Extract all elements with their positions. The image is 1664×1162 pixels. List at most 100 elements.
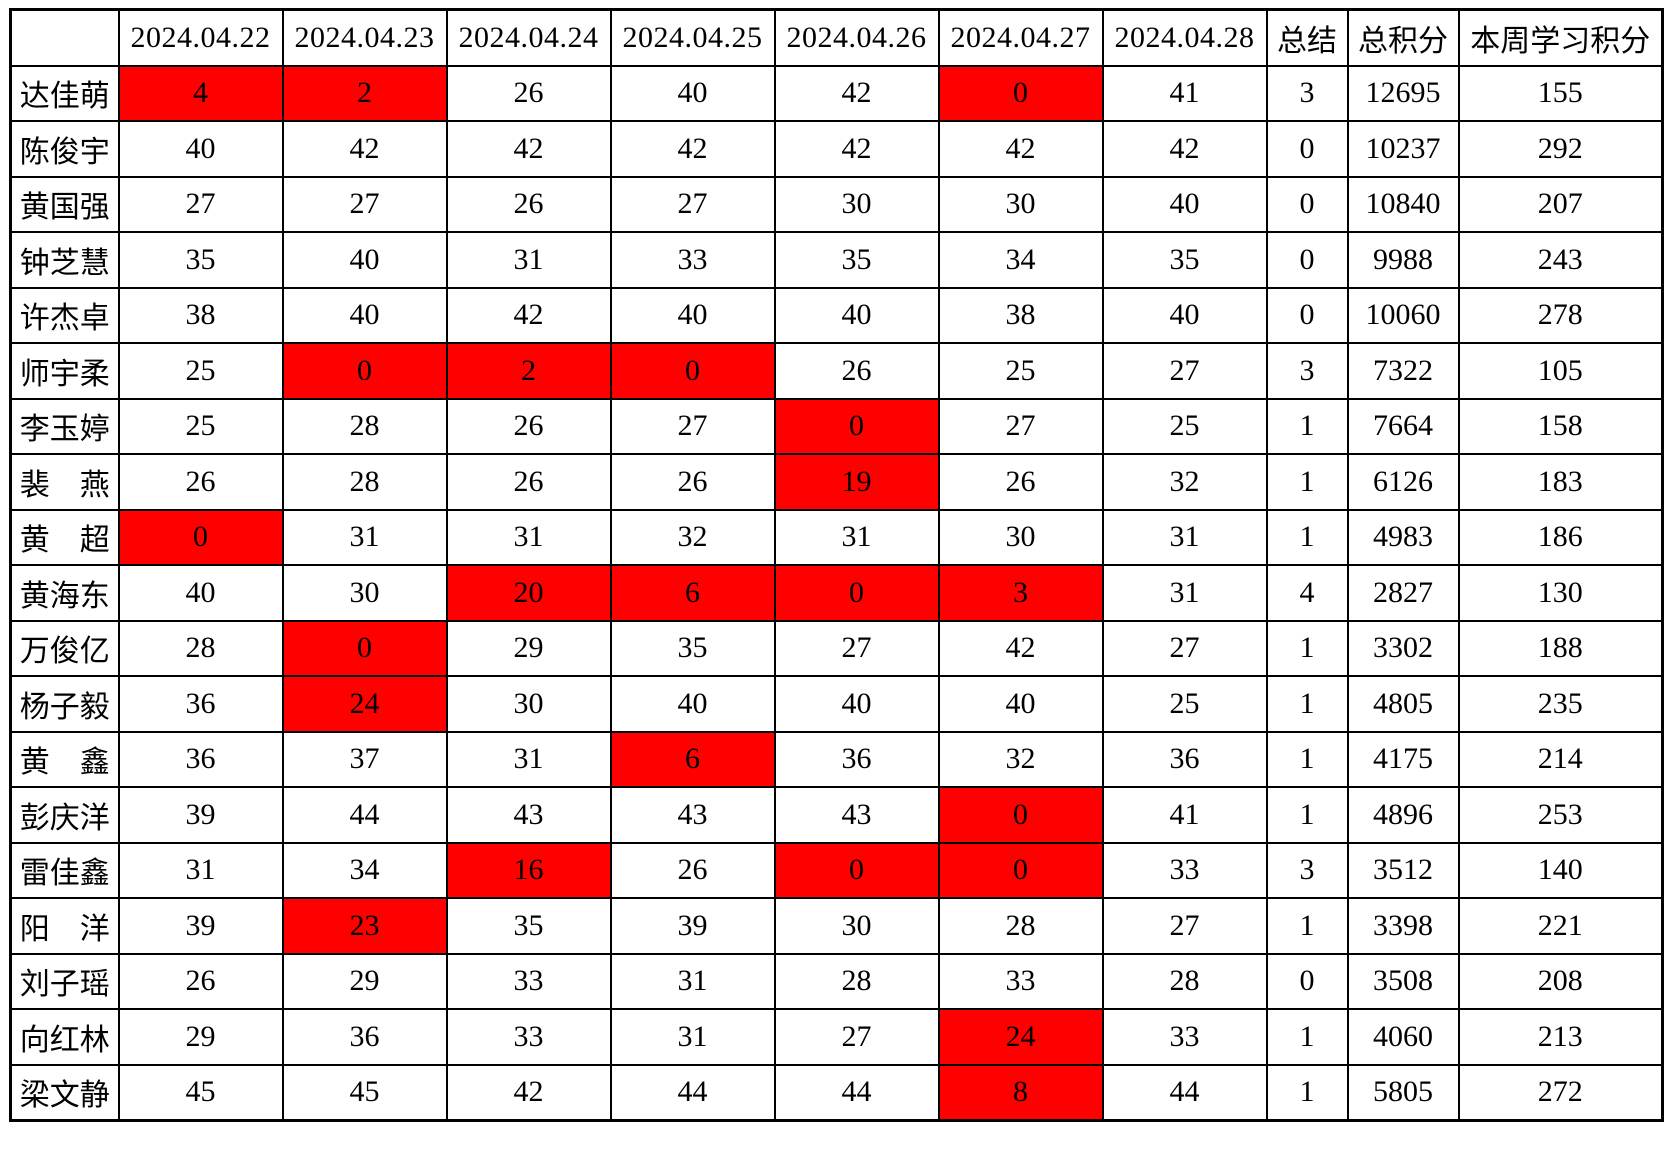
- student-name-cell[interactable]: 万俊亿: [9, 619, 120, 677]
- score-cell-highlighted[interactable]: 19: [773, 453, 940, 511]
- score-cell[interactable]: 44: [773, 1063, 940, 1122]
- score-cell[interactable]: 25: [937, 342, 1104, 400]
- total-points-cell[interactable]: 4805: [1346, 675, 1460, 733]
- score-cell[interactable]: 36: [773, 730, 940, 788]
- score-cell[interactable]: 40: [609, 64, 776, 122]
- score-cell[interactable]: 33: [1101, 1008, 1268, 1066]
- score-cell[interactable]: 31: [445, 730, 612, 788]
- score-cell[interactable]: 26: [609, 841, 776, 899]
- score-cell[interactable]: 42: [1101, 120, 1268, 178]
- score-cell[interactable]: 40: [609, 286, 776, 344]
- score-cell[interactable]: 26: [445, 175, 612, 233]
- score-cell[interactable]: 38: [117, 286, 284, 344]
- score-cell-highlighted[interactable]: 0: [937, 841, 1104, 899]
- score-cell[interactable]: 32: [1101, 453, 1268, 511]
- score-cell[interactable]: 40: [937, 675, 1104, 733]
- score-cell[interactable]: 36: [117, 675, 284, 733]
- summary-cell[interactable]: 1: [1265, 897, 1349, 955]
- score-cell[interactable]: 42: [609, 120, 776, 178]
- total-points-cell[interactable]: 3398: [1346, 897, 1460, 955]
- total-points-cell[interactable]: 10237: [1346, 120, 1460, 178]
- week-points-cell[interactable]: 158: [1457, 397, 1664, 455]
- score-cell[interactable]: 42: [937, 619, 1104, 677]
- total-points-cell[interactable]: 12695: [1346, 64, 1460, 122]
- score-cell[interactable]: 33: [445, 1008, 612, 1066]
- score-cell[interactable]: 26: [937, 453, 1104, 511]
- score-cell[interactable]: 27: [609, 397, 776, 455]
- score-cell[interactable]: 26: [609, 453, 776, 511]
- total-points-cell[interactable]: 4175: [1346, 730, 1460, 788]
- score-cell[interactable]: 42: [937, 120, 1104, 178]
- summary-cell[interactable]: 1: [1265, 508, 1349, 566]
- summary-cell[interactable]: 1: [1265, 1063, 1349, 1122]
- score-cell[interactable]: 30: [445, 675, 612, 733]
- score-cell[interactable]: 28: [281, 453, 448, 511]
- summary-cell[interactable]: 1: [1265, 453, 1349, 511]
- week-points-cell[interactable]: 186: [1457, 508, 1664, 566]
- score-cell[interactable]: 31: [445, 231, 612, 289]
- week-points-cell[interactable]: 292: [1457, 120, 1664, 178]
- score-cell[interactable]: 36: [117, 730, 284, 788]
- score-cell-highlighted[interactable]: 23: [281, 897, 448, 955]
- summary-cell[interactable]: 0: [1265, 120, 1349, 178]
- summary-cell[interactable]: 0: [1265, 231, 1349, 289]
- score-cell[interactable]: 28: [281, 397, 448, 455]
- score-cell[interactable]: 35: [117, 231, 284, 289]
- week-points-cell[interactable]: 188: [1457, 619, 1664, 677]
- score-cell[interactable]: 36: [281, 1008, 448, 1066]
- total-points-cell[interactable]: 3512: [1346, 841, 1460, 899]
- header-summary[interactable]: 总结: [1265, 8, 1349, 67]
- score-cell[interactable]: 30: [773, 897, 940, 955]
- week-points-cell[interactable]: 140: [1457, 841, 1664, 899]
- score-cell[interactable]: 40: [281, 231, 448, 289]
- total-points-cell[interactable]: 6126: [1346, 453, 1460, 511]
- score-cell[interactable]: 28: [117, 619, 284, 677]
- score-cell[interactable]: 45: [281, 1063, 448, 1122]
- summary-cell[interactable]: 0: [1265, 952, 1349, 1010]
- score-cell[interactable]: 26: [445, 397, 612, 455]
- score-cell[interactable]: 33: [445, 952, 612, 1010]
- header-date[interactable]: 2024.04.27: [937, 8, 1104, 67]
- score-cell[interactable]: 35: [773, 231, 940, 289]
- score-cell-highlighted[interactable]: 2: [445, 342, 612, 400]
- week-points-cell[interactable]: 183: [1457, 453, 1664, 511]
- header-total-points[interactable]: 总积分: [1346, 8, 1460, 67]
- student-name-cell[interactable]: 杨子毅: [9, 675, 120, 733]
- score-cell[interactable]: 27: [281, 175, 448, 233]
- header-week-study-points[interactable]: 本周学习积分: [1457, 8, 1664, 67]
- score-cell[interactable]: 27: [1101, 897, 1268, 955]
- total-points-cell[interactable]: 10840: [1346, 175, 1460, 233]
- score-cell-highlighted[interactable]: 0: [937, 64, 1104, 122]
- score-cell[interactable]: 35: [609, 619, 776, 677]
- score-cell[interactable]: 40: [1101, 286, 1268, 344]
- score-cell[interactable]: 40: [773, 286, 940, 344]
- score-cell[interactable]: 39: [117, 897, 284, 955]
- score-cell[interactable]: 40: [281, 286, 448, 344]
- student-name-cell[interactable]: 刘子瑶: [9, 952, 120, 1010]
- student-name-cell[interactable]: 梁文静: [9, 1063, 120, 1122]
- summary-cell[interactable]: 1: [1265, 397, 1349, 455]
- week-points-cell[interactable]: 272: [1457, 1063, 1664, 1122]
- score-cell[interactable]: 27: [937, 397, 1104, 455]
- score-cell-highlighted[interactable]: 6: [609, 730, 776, 788]
- score-cell[interactable]: 34: [281, 841, 448, 899]
- score-cell-highlighted[interactable]: 0: [937, 786, 1104, 844]
- score-cell[interactable]: 26: [445, 64, 612, 122]
- student-name-cell[interactable]: 陈俊宇: [9, 120, 120, 178]
- score-cell[interactable]: 37: [281, 730, 448, 788]
- score-cell[interactable]: 42: [445, 120, 612, 178]
- student-name-cell[interactable]: 黄 超: [9, 508, 120, 566]
- score-cell[interactable]: 29: [117, 1008, 284, 1066]
- score-cell[interactable]: 31: [609, 1008, 776, 1066]
- week-points-cell[interactable]: 213: [1457, 1008, 1664, 1066]
- student-name-cell[interactable]: 黄海东: [9, 564, 120, 622]
- score-cell[interactable]: 44: [281, 786, 448, 844]
- score-cell[interactable]: 27: [117, 175, 284, 233]
- score-cell[interactable]: 31: [1101, 508, 1268, 566]
- score-cell[interactable]: 40: [773, 675, 940, 733]
- summary-cell[interactable]: 1: [1265, 675, 1349, 733]
- score-cell[interactable]: 25: [1101, 397, 1268, 455]
- week-points-cell[interactable]: 207: [1457, 175, 1664, 233]
- score-cell[interactable]: 43: [445, 786, 612, 844]
- total-points-cell[interactable]: 3508: [1346, 952, 1460, 1010]
